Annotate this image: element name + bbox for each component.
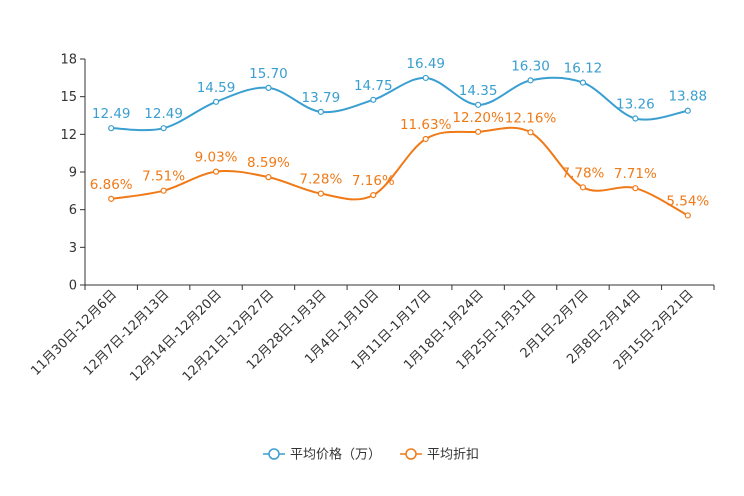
- data-label: 14.75: [354, 78, 393, 94]
- data-label: 9.03%: [195, 150, 238, 166]
- data-label: 12.49: [144, 106, 183, 122]
- data-point[interactable]: [212, 98, 220, 105]
- series-1: 12.49 12.49 14.59 15.70 13.79 14.75 16.49 14.35…: [92, 56, 707, 132]
- data-point[interactable]: [579, 79, 587, 86]
- data-label: 12.49: [92, 106, 131, 122]
- data-point[interactable]: [317, 190, 324, 197]
- data-point[interactable]: [265, 174, 272, 181]
- legend-item-2[interactable]: 平均折扣: [400, 448, 479, 463]
- data-label: 12.16%: [505, 110, 557, 126]
- series-2: 6.86% 7.51% 9.03% 8.59% 7.28% 7.16% 11.63% 12.2…: [90, 110, 709, 219]
- data-point[interactable]: [317, 108, 324, 115]
- data-point[interactable]: [108, 125, 115, 132]
- data-label: 16.12: [564, 61, 603, 77]
- data-label: 13.88: [668, 89, 707, 105]
- data-label: 16.49: [406, 56, 445, 72]
- data-point[interactable]: [632, 185, 639, 192]
- data-point[interactable]: [108, 195, 115, 202]
- data-point[interactable]: [684, 212, 691, 219]
- y-tick-label: 3: [69, 241, 77, 256]
- data-label: 16.30: [511, 58, 550, 74]
- data-point[interactable]: [684, 107, 691, 114]
- data-point[interactable]: [632, 115, 639, 122]
- y-tick-label: 0: [69, 279, 77, 294]
- data-label: 5.54%: [666, 193, 709, 209]
- data-label: 7.51%: [142, 169, 185, 185]
- data-label: 7.28%: [299, 172, 342, 188]
- data-point[interactable]: [370, 192, 377, 199]
- data-label: 7.16%: [352, 173, 395, 189]
- x-axis: 11月30日-12月6日12月7日-12月13日12月14日-12月20日12月…: [28, 284, 715, 385]
- legend[interactable]: 平均价格（万） 平均折扣: [263, 447, 479, 463]
- data-point[interactable]: [422, 74, 429, 82]
- data-point[interactable]: [160, 187, 167, 194]
- x-tick-label: 12月21日-12月27日: [180, 287, 277, 384]
- data-label: 7.71%: [614, 166, 657, 182]
- data-point[interactable]: [527, 77, 534, 84]
- data-label: 8.59%: [247, 155, 290, 171]
- data-point[interactable]: [160, 125, 167, 132]
- data-point[interactable]: [527, 129, 534, 136]
- legend-item-1[interactable]: 平均价格（万）: [263, 447, 381, 463]
- y-axis: 0 3 6 9 12 15 18: [60, 53, 86, 294]
- data-point[interactable]: [370, 96, 377, 103]
- data-point[interactable]: [475, 128, 482, 135]
- data-label: 13.26: [616, 97, 655, 113]
- x-tick-label: 12月14日-12月20日: [127, 287, 224, 384]
- series-layer: 12.49 12.49 14.59 15.70 13.79 14.75 16.49 14.35…: [90, 56, 709, 219]
- data-label: 6.86%: [90, 177, 133, 193]
- data-point[interactable]: [212, 168, 220, 175]
- data-label: 15.70: [249, 66, 288, 82]
- data-point[interactable]: [579, 184, 587, 191]
- data-point[interactable]: [265, 84, 272, 91]
- legend-label: 平均折扣: [427, 448, 479, 463]
- y-tick-label: 15: [60, 90, 77, 105]
- data-label: 14.59: [197, 80, 236, 96]
- data-label: 11.63%: [400, 117, 452, 133]
- data-point[interactable]: [422, 135, 429, 143]
- data-label: 12.20%: [452, 110, 504, 126]
- data-label: 14.35: [459, 83, 498, 99]
- data-point[interactable]: [475, 101, 482, 108]
- data-label: 13.79: [302, 90, 341, 106]
- y-tick-label: 9: [69, 166, 77, 181]
- data-label: 7.78%: [562, 165, 605, 181]
- y-tick-label: 6: [69, 203, 77, 218]
- legend-marker-icon: [268, 448, 280, 460]
- legend-label: 平均价格（万）: [290, 447, 381, 463]
- y-tick-label: 12: [60, 128, 77, 143]
- y-tick-label: 18: [60, 53, 77, 68]
- legend-marker-icon: [405, 448, 417, 460]
- x-tick-label: 11月30日-12月6日: [28, 287, 120, 379]
